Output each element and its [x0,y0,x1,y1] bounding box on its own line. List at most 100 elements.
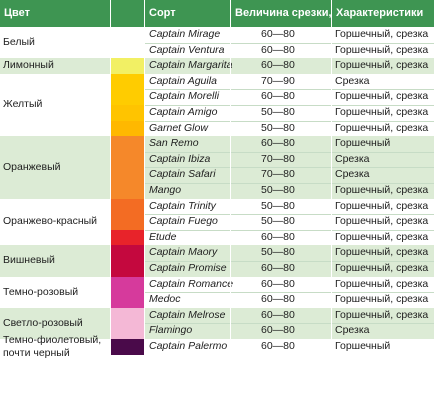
header-characteristics: Характеристики [332,0,434,27]
characteristics: Горшечный, срезка [335,215,429,228]
variety-name: Garnet Glow [149,121,208,134]
table-row: Garnet Glow 50—80 Горшечный, срезка [145,121,434,136]
row-divider [145,120,434,122]
cut-size: 60—80 [261,90,295,103]
group-color-name: Темно-розовый [3,285,79,298]
cut-size: 60—80 [261,230,295,243]
variety-name: San Remo [149,137,199,150]
color-group: Темно-фиолетовый, почти черный Captain Pa… [0,333,434,359]
table-row: San Remo 60—80 Горшечный [145,136,434,151]
table-row: Captain Mirage 60—80 Горшечный, срезка [145,27,434,42]
cut-size: 50—80 [261,199,295,212]
color-swatch [111,58,144,75]
column-divider [110,0,111,420]
characteristics: Горшечный, срезка [335,105,429,118]
variety-name: Captain Morelli [149,90,220,103]
cut-size: 50—80 [261,183,295,196]
variety-name: Medoc [149,293,181,306]
group-color-name: Вишневый [3,254,55,267]
cut-size: 60—80 [261,28,295,40]
variety-name: Captain Melrose [149,308,226,321]
table-row: Etude 60—80 Горшечный, срезка [145,230,434,245]
row-divider [145,229,434,231]
group-color-name: Желтый [3,98,43,111]
color-swatch [111,339,144,356]
row-divider [145,42,434,44]
header-sort: Сорт [145,0,230,27]
group-color-name: Белый [3,36,35,49]
characteristics: Срезка [335,152,370,165]
color-swatch [111,151,144,168]
color-swatch [111,104,144,122]
table-row: Captain Ventura 60—80 Горшечный, срезка [145,43,434,58]
row-divider [145,167,434,169]
cut-size: 70—90 [261,74,295,87]
color-group: Желтый Captain Aguila 70—90 Срезка Captain M… [0,73,434,137]
characteristics: Горшечный [335,340,391,352]
color-swatch [111,214,144,231]
row-divider [145,151,434,153]
variety-name: Captain Margarita [149,59,233,72]
row-divider [145,260,434,262]
header-size: Величина срезки, см [231,0,331,27]
column-divider [331,0,332,420]
color-group: Лимонный Captain Margarita 60—80 Горшечный,… [0,58,434,75]
cut-size: 60—80 [261,277,295,290]
color-group: Белый Captain Mirage 60—80 Горшечный, срезк… [0,27,434,59]
cut-size: 70—80 [261,168,295,181]
table-row: Captain Melrose 60—80 Горшечный, срезка [145,308,434,323]
characteristics: Срезка [335,168,370,181]
color-swatch [111,136,144,153]
table-row: Captain Maory 50—80 Горшечный, срезка [145,245,434,260]
color-swatch [111,73,144,90]
color-group: Вишневый Captain Maory 50—80 Горшечный, сре… [0,245,434,278]
cut-size: 60—80 [261,324,295,337]
table-row: Mango 50—80 Горшечный, срезка [145,183,434,198]
cut-size: 60—80 [261,308,295,321]
group-color-name: Светло-розовый [3,316,83,329]
cut-size: 50—80 [261,105,295,118]
characteristics: Срезка [335,324,370,337]
characteristics: Горшечный [335,137,391,150]
color-swatch [111,245,144,262]
color-group: Светло-розовый Captain Melrose 60—80 Горшеч… [0,307,434,340]
characteristics: Горшечный, срезка [335,43,429,56]
group-color-name: Оранжевый [3,160,61,173]
table-row: Captain Trinity 50—80 Горшечный, срезка [145,199,434,214]
table-row: Captain Amigo 50—80 Горшечный, срезка [145,105,434,120]
characteristics: Горшечный, срезка [335,293,429,306]
table-row: Captain Safari 70—80 Срезка [145,167,434,182]
color-group: Темно-розовый Captain Romance 60—80 Горшечн… [0,276,434,309]
table-row: Captain Fuego 50—80 Горшечный, срезка [145,214,434,229]
cut-size: 60—80 [261,293,295,306]
group-color-name: Темно-фиолетовый, почти черный [3,333,102,359]
variety-name: Mango [149,183,182,196]
row-divider [145,323,434,325]
color-swatch [111,292,144,309]
color-swatch [111,42,144,59]
table-row: Captain Promise 60—80 Горшечный, срезка [145,261,434,276]
characteristics: Срезка [335,74,370,87]
cut-size: 50—80 [261,246,295,259]
characteristics: Горшечный, срезка [335,183,429,196]
table-row: Captain Romance 60—80 Горшечный, срезка [145,277,434,292]
cut-size: 60—80 [261,261,295,274]
color-swatch [111,229,144,246]
color-swatch [111,260,144,278]
color-swatch [111,27,144,44]
cut-size: 50—80 [261,121,295,134]
color-swatch [111,182,144,200]
color-swatch [111,323,144,340]
color-swatch [111,120,144,137]
characteristics: Горшечный, срезка [335,277,429,290]
color-swatch [111,276,144,293]
row-divider [145,104,434,106]
cut-size: 60—80 [261,43,295,56]
column-divider [230,0,231,420]
table-row: Medoc 60—80 Горшечный, срезка [145,292,434,307]
cut-size: 50—80 [261,215,295,228]
characteristics: Горшечный, срезка [335,121,429,134]
column-divider [144,0,145,420]
row-divider [145,214,434,216]
